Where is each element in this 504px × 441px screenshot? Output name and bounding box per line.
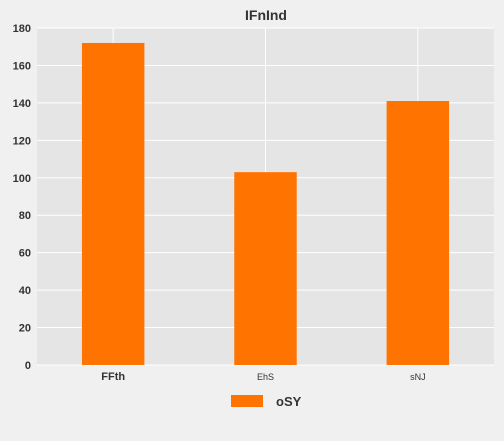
x-tick-label: FFth [101,371,125,383]
y-tick-label: 0 [25,360,31,372]
legend: oSY [231,394,302,409]
bar-sNJ [386,101,450,366]
y-tick-label: 20 [19,323,31,335]
y-tick-label: 40 [19,285,31,297]
y-tick-label: 100 [13,173,31,185]
bar-EhS [234,172,297,365]
y-tick-label: 140 [13,98,31,110]
legend-label: oSY [276,394,302,409]
y-tick-label: 80 [19,210,31,222]
plot-area: 0 20 40 60 80 100 120 140 160 180 FFth EhS sNJ [13,23,494,383]
y-tick-label: 60 [19,248,31,260]
chart-title: IFnInd [245,7,287,23]
legend-swatch [231,395,263,407]
bar-FFth [81,42,145,365]
y-tick-label: 160 [13,60,31,72]
y-tick-label: 120 [13,135,31,147]
x-tick-label: EhS [257,372,274,382]
y-tick-label: 180 [13,23,31,35]
x-tick-label: sNJ [410,372,426,382]
